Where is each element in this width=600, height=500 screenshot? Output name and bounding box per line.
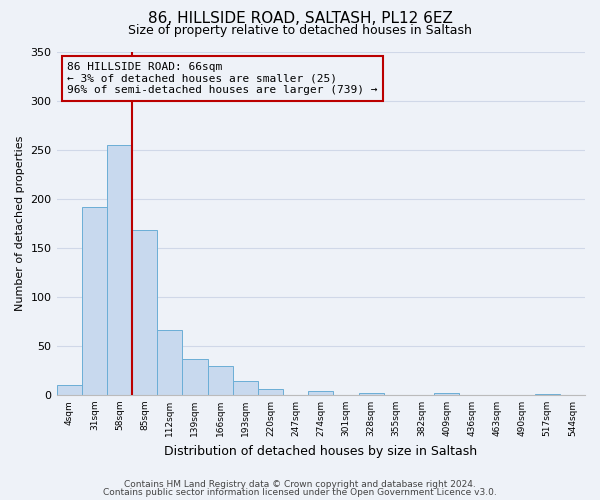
- Bar: [107, 144, 132, 395]
- Bar: [132, 230, 157, 395]
- Bar: [82, 206, 107, 395]
- Bar: [208, 366, 233, 395]
- Bar: [258, 389, 283, 395]
- Y-axis label: Number of detached properties: Number of detached properties: [15, 136, 25, 311]
- X-axis label: Distribution of detached houses by size in Saltash: Distribution of detached houses by size …: [164, 444, 478, 458]
- Text: 86 HILLSIDE ROAD: 66sqm
← 3% of detached houses are smaller (25)
96% of semi-det: 86 HILLSIDE ROAD: 66sqm ← 3% of detached…: [67, 62, 377, 95]
- Text: Size of property relative to detached houses in Saltash: Size of property relative to detached ho…: [128, 24, 472, 37]
- Text: Contains HM Land Registry data © Crown copyright and database right 2024.: Contains HM Land Registry data © Crown c…: [124, 480, 476, 489]
- Bar: [308, 391, 334, 395]
- Bar: [434, 393, 459, 395]
- Bar: [56, 385, 82, 395]
- Text: 86, HILLSIDE ROAD, SALTASH, PL12 6EZ: 86, HILLSIDE ROAD, SALTASH, PL12 6EZ: [148, 11, 452, 26]
- Text: Contains public sector information licensed under the Open Government Licence v3: Contains public sector information licen…: [103, 488, 497, 497]
- Bar: [359, 393, 383, 395]
- Bar: [182, 358, 208, 395]
- Bar: [233, 381, 258, 395]
- Bar: [535, 394, 560, 395]
- Bar: [157, 330, 182, 395]
